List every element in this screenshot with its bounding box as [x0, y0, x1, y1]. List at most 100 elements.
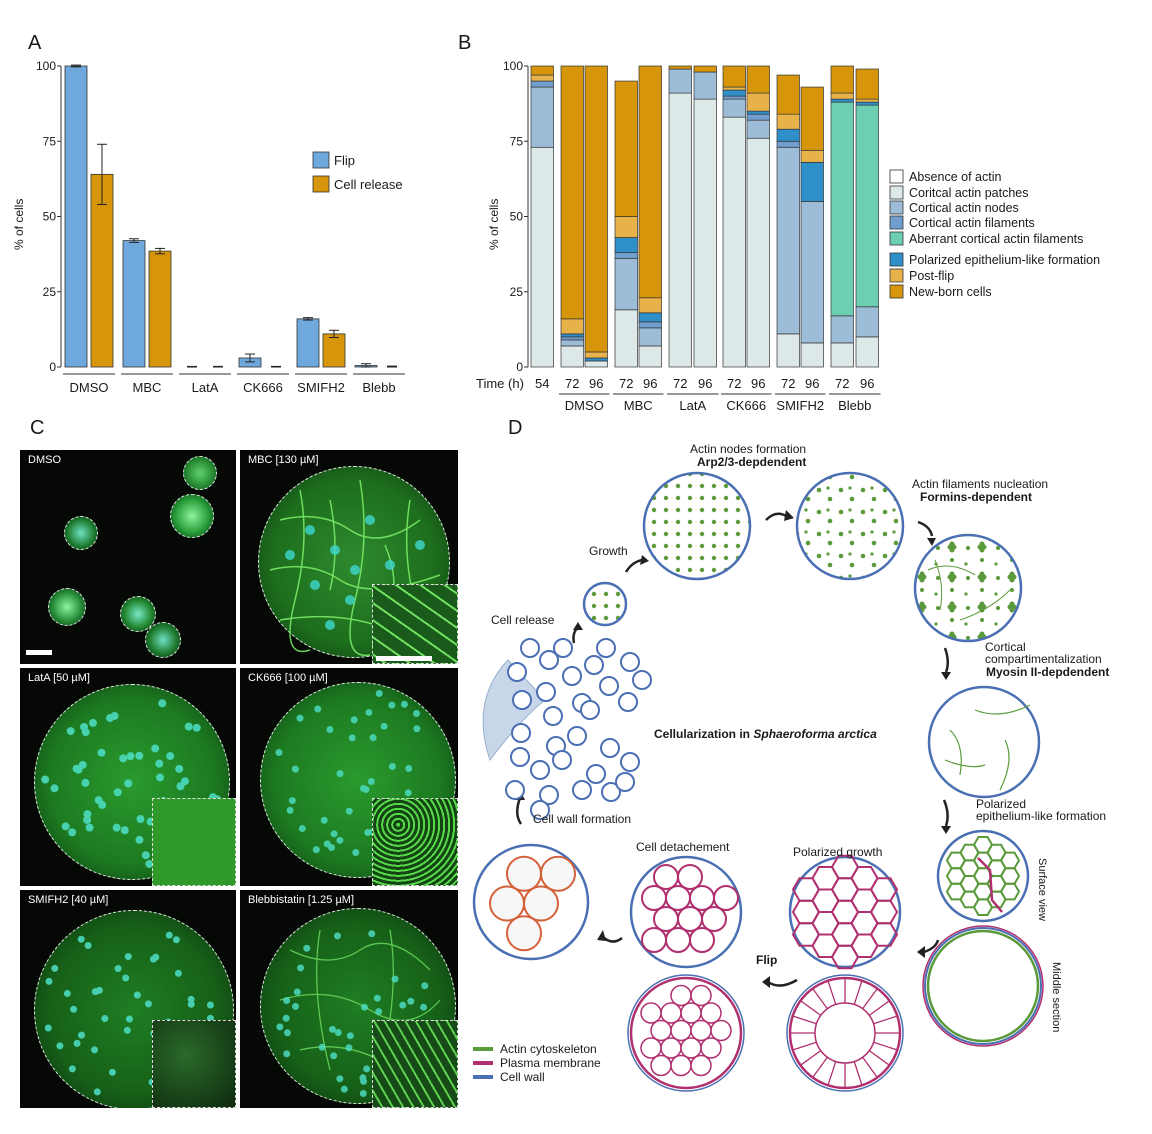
- micrograph-label: MBC [130 µM]: [248, 454, 319, 466]
- nucleus: [125, 1015, 133, 1023]
- hex-cell: [869, 922, 899, 947]
- inset-zoom: [372, 584, 458, 664]
- nucleus: [375, 1008, 383, 1016]
- nucleus: [399, 1001, 407, 1009]
- nucleus: [420, 1003, 428, 1011]
- nucleus: [95, 986, 103, 994]
- nucleus: [350, 716, 358, 724]
- nucleus: [340, 1085, 348, 1093]
- scale-bar: [376, 656, 432, 661]
- released-cell: [596, 638, 616, 658]
- inset-zoom: [152, 798, 236, 886]
- nucleus: [113, 788, 122, 797]
- nucleus: [360, 1003, 368, 1011]
- ytick-label: 75: [510, 134, 524, 148]
- category-label: Blebb: [362, 380, 395, 395]
- nucleus: [336, 1075, 344, 1083]
- legend-label: Cell release: [334, 177, 403, 192]
- released-cell: [580, 700, 600, 720]
- packed-cell: [670, 1054, 692, 1077]
- radial-line: [812, 1056, 828, 1078]
- label-nodes-title: Actin nodes formation: [690, 442, 807, 456]
- radial-line: [800, 1050, 822, 1066]
- detached-cell: [689, 885, 715, 911]
- packed-cell: [680, 1037, 702, 1059]
- walled-cell: [489, 885, 525, 922]
- label-filaments-title: Actin filaments nucleation: [912, 477, 1049, 491]
- micrograph-lata: LatA [50 µM]: [20, 668, 236, 886]
- group-label: LatA: [679, 398, 706, 413]
- micrograph-dmso: DMSO: [20, 450, 236, 664]
- nucleus: [166, 752, 175, 761]
- packed-cell: [680, 1002, 702, 1024]
- label-nodes-sub: Arp2/3-depdendent: [697, 455, 807, 469]
- nucleus: [312, 846, 320, 854]
- nucleus: [326, 725, 334, 733]
- micrograph-label: SMIFH2 [40 µM]: [28, 894, 109, 906]
- nucleus: [192, 723, 201, 732]
- detached-cell: [653, 906, 679, 932]
- legend-swatch: [889, 169, 904, 184]
- sphere-growth: [582, 581, 628, 627]
- nucleus: [375, 690, 383, 698]
- packed-cell: [640, 1002, 662, 1024]
- cell-small: [145, 622, 181, 658]
- nucleus: [172, 936, 180, 944]
- nucleus: [50, 784, 59, 793]
- nucleus: [276, 1023, 284, 1031]
- stacked-segment: [693, 65, 717, 73]
- nucleus: [391, 975, 399, 983]
- nucleus: [56, 1042, 64, 1050]
- nucleus: [84, 942, 92, 950]
- radial-line: [853, 980, 863, 1005]
- micrograph-label: DMSO: [28, 454, 61, 466]
- ytick-label: 25: [43, 285, 57, 299]
- released-cell: [510, 747, 530, 767]
- released-cell: [618, 692, 638, 712]
- packed-cell: [660, 1037, 682, 1059]
- released-cell: [530, 760, 550, 780]
- stacked-segment: [638, 65, 662, 299]
- detached-cell: [689, 927, 715, 953]
- time-tick-label: 96: [751, 376, 765, 391]
- nucleus: [72, 764, 81, 773]
- legend-label: Cortical actin filaments: [909, 216, 1035, 230]
- legend-label: Polarized epithelium-like formation: [909, 253, 1100, 267]
- radial-line: [853, 1061, 863, 1086]
- legend-swatch: [889, 215, 904, 230]
- nucleus: [174, 969, 182, 977]
- packed-cell: [700, 1037, 722, 1059]
- nucleus: [77, 935, 85, 943]
- nucleus: [83, 815, 92, 824]
- nucleus: [175, 764, 184, 773]
- nucleus: [83, 810, 92, 819]
- sphere-compartment: [927, 685, 1041, 799]
- label-release: Cell release: [491, 613, 555, 627]
- nucleus: [345, 1044, 353, 1052]
- label-cortical-1: Cortical: [985, 640, 1026, 654]
- category-label: DMSO: [70, 380, 109, 395]
- chart-b: 0 25 50 75 100 54 72 96 72 96 72 96 72 96 72 96 72 96 Time…: [476, 59, 1100, 413]
- nucleus: [388, 762, 396, 770]
- label-surface-view: Surface view: [1036, 858, 1048, 921]
- nucleus: [282, 1014, 290, 1022]
- panel-a-letter: A: [28, 32, 42, 54]
- legend-actin: Actin cytoskeleton: [500, 1042, 597, 1056]
- nucleus: [41, 775, 50, 784]
- nucleus: [81, 778, 90, 787]
- released-cell: [586, 764, 606, 784]
- packed-cell: [670, 1019, 692, 1042]
- micrograph-blebbistatin: Blebbistatin [1.25 µM]: [240, 890, 458, 1108]
- released-cell: [567, 726, 587, 746]
- nucleus: [144, 1000, 152, 1008]
- inset-zoom: [152, 1020, 236, 1108]
- cell-small: [183, 456, 217, 490]
- radial-line: [827, 1061, 837, 1086]
- cell-small: [64, 516, 98, 550]
- inset-zoom: [372, 798, 458, 886]
- nucleus: [149, 955, 157, 963]
- nucleus: [68, 828, 77, 837]
- label-middle-section: Middle section: [1050, 962, 1062, 1033]
- nucleus: [91, 1046, 99, 1054]
- nucleus: [70, 1005, 78, 1013]
